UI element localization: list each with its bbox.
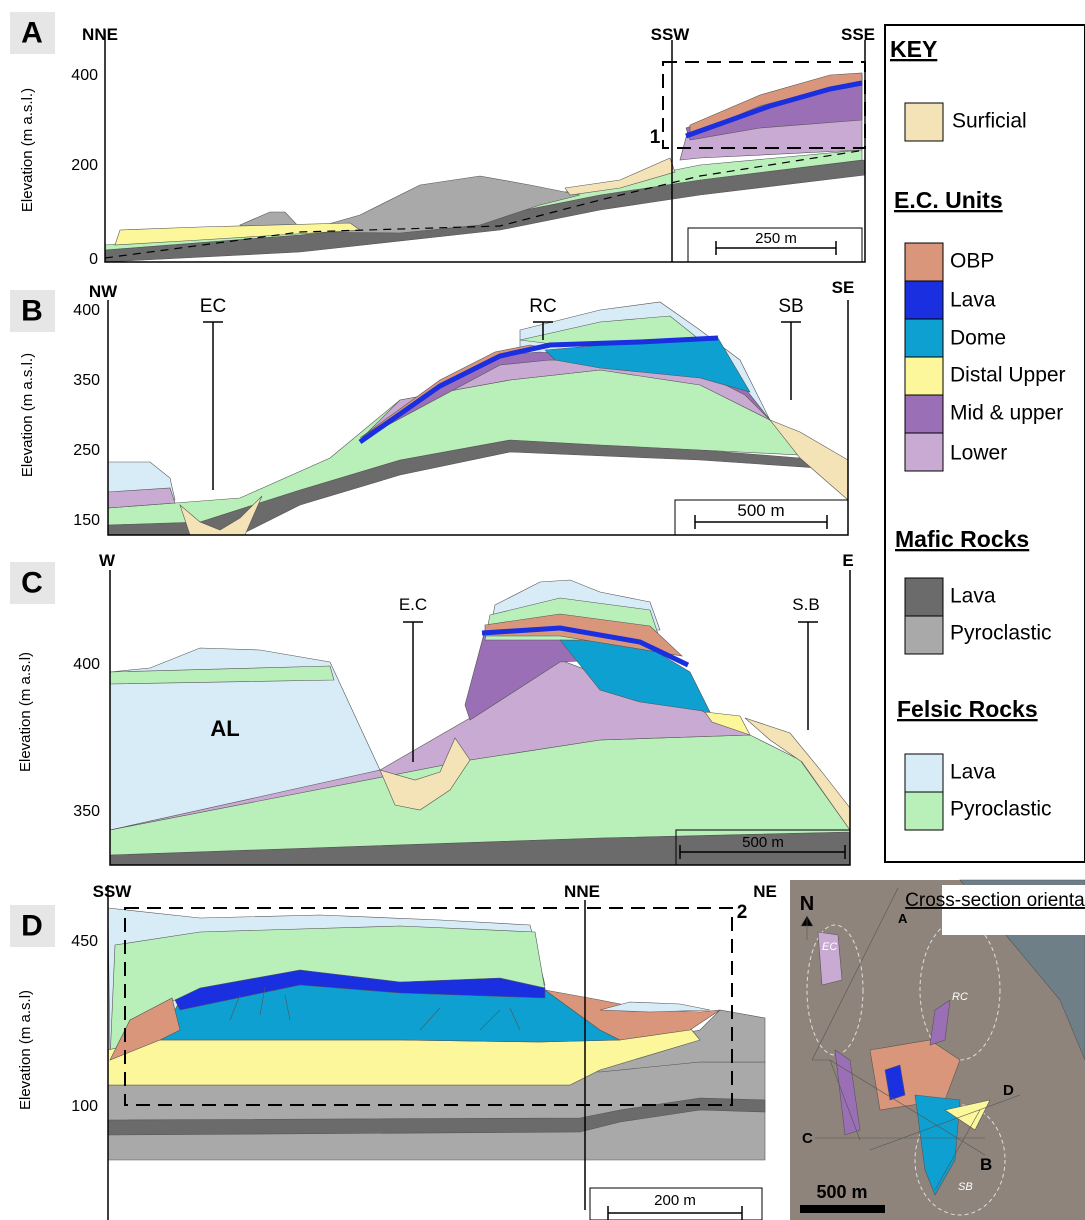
markers-label: EC <box>200 296 226 317</box>
scale-label: 200 m <box>654 1192 696 1209</box>
ticks-label: 250 <box>73 442 100 459</box>
title-label: KEY <box>890 36 937 62</box>
items-label: Dome <box>950 327 1006 350</box>
box <box>800 1205 885 1213</box>
directions-label: SSW <box>93 882 133 901</box>
box <box>905 792 943 830</box>
ticks-label: 400 <box>71 67 98 84</box>
box <box>905 243 943 281</box>
labels-label: A <box>898 911 908 926</box>
box <box>905 319 943 357</box>
ticks-label: 150 <box>73 512 100 529</box>
location-map: Cross-section orientations N A EC RC D C… <box>790 880 1085 1220</box>
box <box>905 578 943 616</box>
title-label: Felsic Rocks <box>897 696 1038 722</box>
items-label: Lava <box>950 761 996 784</box>
unit-label-label: AL <box>210 716 239 741</box>
letter-label: B <box>21 295 43 328</box>
section-b: 500 m NW SE EC RC SB 400 350 250 150 Ele… <box>19 278 854 535</box>
scale-label: 500 m <box>816 1182 867 1202</box>
section-a: 250 m NNE SSW SSE 1 400 200 0 Elevation … <box>19 25 875 268</box>
directions-label: E <box>842 551 853 570</box>
items-label: Mid & upper <box>950 402 1063 425</box>
items-label: Lava <box>950 585 996 608</box>
directions-label: SSE <box>841 25 875 44</box>
markers-label: 1 <box>650 127 661 148</box>
box <box>905 754 943 792</box>
figure: A B C D 250 m NNE SSW SSE 1 400 200 0 El… <box>0 0 1085 1220</box>
items-label: Distal Upper <box>950 364 1066 387</box>
ticks-label: 450 <box>71 933 98 950</box>
markers-label: RC <box>529 296 556 317</box>
labels-label: EC <box>822 941 837 953</box>
key: KEY Surficial E.C. Units OBP Lava Dome D… <box>885 25 1085 862</box>
directions-label: NNE <box>564 882 600 901</box>
ticks-label: 350 <box>73 803 100 820</box>
labels-label: C <box>802 1130 813 1147</box>
surficial-label: Surficial <box>952 110 1027 133</box>
ticks-label: 400 <box>73 656 100 673</box>
y-axis-label-label: Elevation (m a.s.l) <box>17 990 34 1110</box>
scale-label: 500 m <box>737 501 784 520</box>
rock-unit <box>108 440 848 535</box>
ticks-label: 0 <box>89 251 98 268</box>
ticks-label: 200 <box>71 157 98 174</box>
directions-label: NW <box>89 282 118 301</box>
items-label: Pyroclastic <box>950 798 1052 821</box>
letter-label: D <box>21 910 43 943</box>
letter-label: C <box>21 567 43 600</box>
items-label: Lower <box>950 442 1007 465</box>
section-c: 500 m W E E.C S.B AL 400 350 Elevation (… <box>17 551 854 865</box>
rock-unit <box>108 370 800 525</box>
markers-label: S.B <box>792 595 819 614</box>
scale-label: 250 m <box>755 230 797 247</box>
markers-label: E.C <box>399 595 427 614</box>
directions-label: SE <box>832 278 855 297</box>
rock-unit <box>818 932 842 985</box>
title-label: E.C. Units <box>894 187 1003 213</box>
y-axis-label-label: Elevation (m a.s.l) <box>17 652 34 772</box>
directions-label: NNE <box>82 25 118 44</box>
box <box>905 395 943 433</box>
section-d: 200 m SSW NNE NE 2 450 100 Elevation (m … <box>17 882 777 1220</box>
labels-label: B <box>980 1155 992 1174</box>
north-label: N <box>800 893 814 915</box>
map-title: Cross-section orientations <box>905 890 1085 911</box>
box <box>905 616 943 654</box>
directions-label: W <box>99 551 116 570</box>
directions-label: SSW <box>651 25 691 44</box>
box <box>905 357 943 395</box>
labels-label: RC <box>952 991 968 1003</box>
box <box>905 281 943 319</box>
ticks-label: 100 <box>71 1098 98 1115</box>
items-label: OBP <box>950 250 994 273</box>
labels-label: SB <box>958 1181 973 1193</box>
scale-label: 500 m <box>742 834 784 851</box>
labels-label: D <box>1003 1082 1014 1099</box>
markers-label: SB <box>778 296 803 317</box>
letter-label: A <box>21 17 43 50</box>
ticks-label: 350 <box>73 372 100 389</box>
box <box>905 103 943 141</box>
y-axis-label-label: Elevation (m a.s.l.) <box>19 88 36 212</box>
markers-label: 2 <box>737 902 748 923</box>
y-axis-label-label: Elevation (m a.s.l.) <box>19 353 36 477</box>
items-label: Lava <box>950 289 996 312</box>
ticks-label: 400 <box>73 302 100 319</box>
title-label: Mafic Rocks <box>895 526 1029 552</box>
directions-label: NE <box>753 882 777 901</box>
items-label: Pyroclastic <box>950 622 1052 645</box>
box <box>905 433 943 471</box>
